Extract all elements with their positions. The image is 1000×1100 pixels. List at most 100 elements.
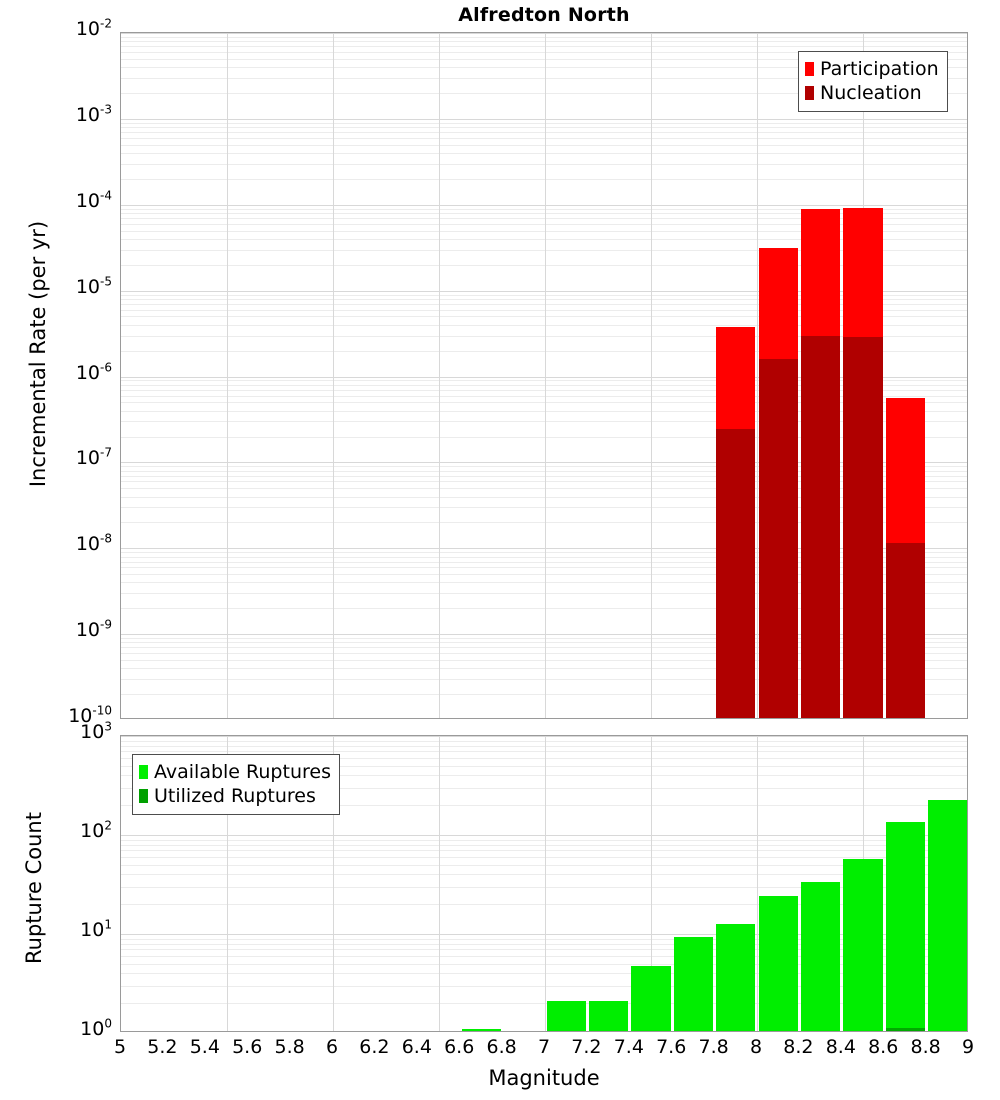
legend-label-utilized-ruptures: Utilized Ruptures: [154, 784, 316, 807]
gridline-minor: [121, 78, 967, 79]
x-tick-label: 5: [113, 1036, 127, 1058]
gridline-minor: [121, 746, 967, 747]
bar-available-ruptures: [461, 1029, 502, 1031]
gridline-minor: [121, 132, 967, 133]
gridline-minor: [121, 694, 967, 695]
x-tick-label: 5.8: [274, 1036, 305, 1058]
x-tick-label: 7.8: [698, 1036, 729, 1058]
gridline-minor: [121, 46, 967, 47]
legend-item-utilized-ruptures[interactable]: Utilized Ruptures: [139, 784, 331, 808]
gridline-minor: [121, 52, 967, 53]
gridline-minor: [121, 939, 967, 940]
gridline-minor: [121, 250, 967, 251]
x-tick-label: 6.4: [401, 1036, 432, 1058]
gridline-minor: [121, 788, 967, 789]
gridline-minor: [121, 874, 967, 875]
gridline-vertical: [333, 33, 334, 718]
gridline-minor: [121, 574, 967, 575]
gridline-minor: [121, 668, 967, 669]
gridline-major: [121, 33, 967, 34]
gridline-minor: [121, 567, 967, 568]
x-tick-label: 6.8: [486, 1036, 517, 1058]
gridline-minor: [121, 973, 967, 974]
x-tick-label: 7.4: [613, 1036, 644, 1058]
gridline-vertical: [439, 33, 440, 718]
gridline-major: [121, 377, 967, 378]
gridline-minor: [121, 164, 967, 165]
gridline-major: [121, 462, 967, 463]
gridline-minor: [121, 218, 967, 219]
gridline-minor: [121, 127, 967, 128]
gridline-minor: [121, 396, 967, 397]
bar-available-ruptures: [588, 1001, 629, 1031]
x-tick-label: 5.4: [189, 1036, 220, 1058]
y-axis-label-top: Incremental Rate (per yr): [26, 220, 50, 488]
gridline-minor: [121, 562, 967, 563]
legend-item-nucleation[interactable]: Nucleation: [805, 81, 939, 105]
gridline-minor: [121, 865, 967, 866]
gridline-major: [121, 205, 967, 206]
legend-swatch-utilized-ruptures: [139, 789, 148, 803]
gridline-minor: [121, 850, 967, 851]
gridline-minor: [121, 476, 967, 477]
x-tick-label: 8.2: [783, 1036, 814, 1058]
gridline-minor: [121, 949, 967, 950]
y-tick-label-top: 10-6: [75, 360, 112, 384]
gridline-minor: [121, 679, 967, 680]
gridline-vertical: [545, 736, 546, 1031]
gridline-minor: [121, 402, 967, 403]
incremental-rate-plot: Participation Nucleation: [120, 32, 968, 719]
gridline-minor: [121, 488, 967, 489]
gridline-minor: [121, 471, 967, 472]
gridline-minor: [121, 593, 967, 594]
bar-series-top: [121, 33, 967, 718]
gridline-minor: [121, 411, 967, 412]
gridline-vertical: [651, 736, 652, 1031]
gridline-minor: [121, 481, 967, 482]
gridline-vertical: [757, 736, 758, 1031]
gridline-minor: [121, 904, 967, 905]
gridline-minor: [121, 805, 967, 806]
gridline-minor: [121, 310, 967, 311]
gridline-vertical: [227, 736, 228, 1031]
x-tick-label: 7.6: [656, 1036, 687, 1058]
gridline-minor: [121, 751, 967, 752]
gridline-minor: [121, 437, 967, 438]
x-tick-label: 8.4: [825, 1036, 856, 1058]
gridline-minor: [121, 608, 967, 609]
y-tick-label-bottom: 103: [80, 719, 112, 743]
bar-available-ruptures: [885, 821, 926, 1031]
x-tick-label: 8.8: [910, 1036, 941, 1058]
bar-utilized-ruptures: [885, 1028, 926, 1031]
legend-item-available-ruptures[interactable]: Available Ruptures: [139, 760, 331, 784]
y-tick-label-top: 10-10: [68, 703, 112, 727]
gridline-vertical: [651, 33, 652, 718]
gridline-minor: [121, 179, 967, 180]
x-tick-label: 7.2: [571, 1036, 602, 1058]
y-tick-label-top: 10-7: [75, 446, 112, 470]
x-tick-label: 9: [961, 1036, 975, 1058]
gridline-minor: [121, 887, 967, 888]
bar-available-ruptures: [716, 924, 756, 1031]
gridline-minor: [121, 552, 967, 553]
gridline-minor: [121, 265, 967, 266]
x-tick-label: 8.6: [868, 1036, 899, 1058]
bar-available-ruptures: [758, 896, 798, 1031]
gridline-major: [121, 548, 967, 549]
x-tick-label: 8: [749, 1036, 763, 1058]
gridline-minor: [121, 41, 967, 42]
legend-label-nucleation: Nucleation: [820, 81, 922, 104]
gridline-minor: [121, 507, 967, 508]
x-tick-label: 6.6: [444, 1036, 475, 1058]
gridline-minor: [121, 766, 967, 767]
bar-available-ruptures: [673, 936, 714, 1031]
rupture-count-plot: Available Ruptures Utilized Ruptures: [120, 735, 968, 1032]
gridline-major: [121, 934, 967, 935]
bar-available-ruptures: [843, 858, 883, 1031]
legend-item-participation[interactable]: Participation: [805, 57, 939, 81]
gridline-minor: [121, 93, 967, 94]
gridline-minor: [121, 325, 967, 326]
gridline-major: [121, 119, 967, 120]
gridline-minor: [121, 421, 967, 422]
legend-swatch-available-ruptures: [139, 765, 148, 779]
